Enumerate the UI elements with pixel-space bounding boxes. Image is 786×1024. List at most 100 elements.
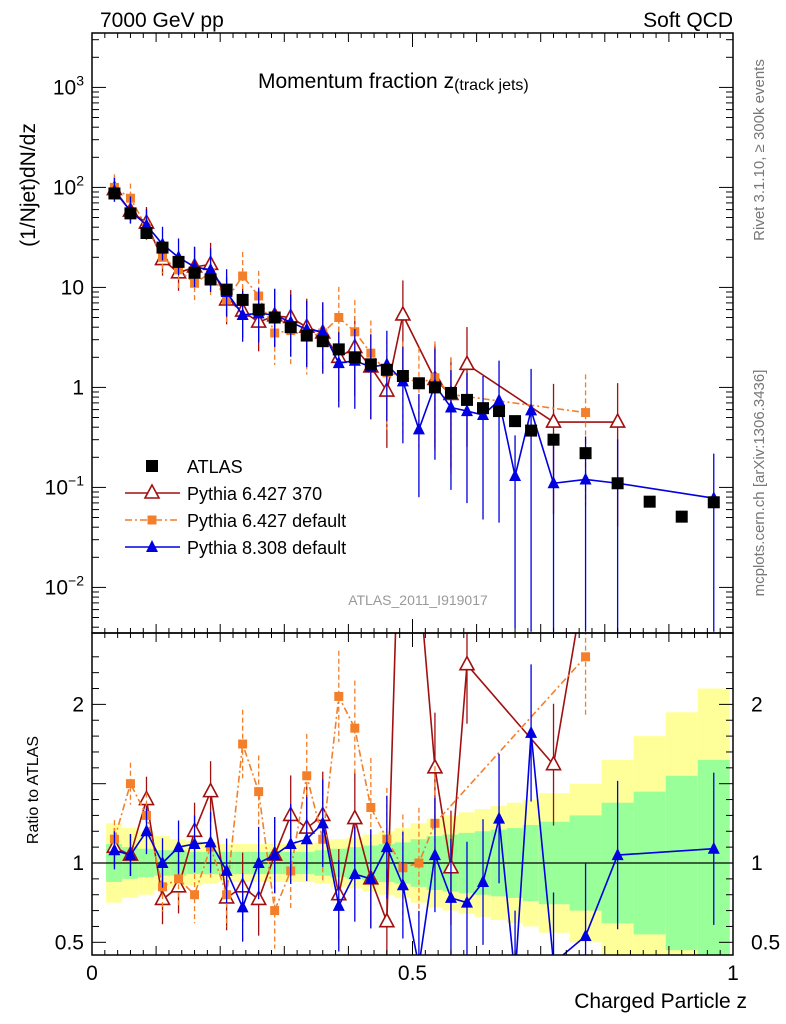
ratio-point (545, 754, 562, 771)
data-point (460, 393, 473, 406)
data-point (284, 321, 297, 334)
data-point (204, 273, 217, 286)
data-point (364, 358, 377, 371)
data-point (334, 313, 344, 323)
ratio-point (124, 848, 137, 861)
data-point (316, 324, 329, 337)
legend-label: Pythia 6.427 370 (187, 484, 322, 504)
main-y-axis-label: (1/Njet)dN/dz (17, 123, 40, 247)
ratio-point (396, 878, 409, 891)
data-point (579, 472, 592, 485)
data-point (545, 412, 562, 428)
y-tick-label: 102 (53, 172, 84, 199)
ratio-y-tick-label-right: 0.5 (751, 931, 780, 954)
legend-marker (146, 460, 158, 472)
ratio-y-tick-label: 0.5 (55, 931, 84, 954)
ratio-y-tick-label-right: 2 (751, 693, 763, 716)
data-point (493, 405, 506, 418)
ratio-point (579, 928, 592, 941)
ratio-point (302, 771, 312, 781)
ratio-point (428, 848, 441, 861)
data-point (477, 402, 490, 415)
ratio-line (113, 656, 587, 914)
x-tick-label: 1 (727, 962, 739, 985)
data-point (268, 311, 281, 324)
data-point (204, 262, 217, 275)
ratio-point (332, 898, 345, 911)
ratio-point (254, 787, 264, 797)
y-tick-label: 1 (72, 376, 84, 399)
ratio-point (611, 848, 624, 861)
ratio-y-tick-label-right: 1 (751, 852, 763, 875)
ratio-point (108, 843, 121, 856)
ratio-point (350, 723, 360, 733)
main-plot-title-main: Momentum fraction z (258, 70, 454, 93)
ratio-point (493, 811, 506, 824)
ratio-point (204, 835, 217, 848)
ratio-point (156, 856, 169, 868)
ratio-point (238, 739, 248, 749)
data-point (156, 241, 169, 254)
ratio-point (125, 779, 135, 789)
ratio-point (414, 858, 424, 868)
ratio-point (140, 824, 153, 837)
data-point (509, 469, 522, 482)
ratio-point (380, 840, 393, 853)
y-tick-label: 10−1 (45, 472, 85, 499)
data-point (493, 393, 506, 406)
header-right-label: Soft QCD (643, 9, 733, 32)
ratio-point (346, 808, 364, 825)
data-point (460, 404, 473, 417)
ratio-point (707, 841, 720, 854)
data-point (238, 271, 248, 281)
data-point (609, 412, 626, 428)
data-point (444, 386, 457, 399)
ratio-point (378, 912, 396, 928)
series-atlas (108, 187, 720, 523)
header-left-label: 7000 GeV pp (100, 9, 224, 32)
data-point (140, 227, 153, 239)
ratio-point (316, 816, 329, 829)
y-tick-label: 10 (61, 276, 84, 299)
data-point (547, 476, 560, 489)
ratio-point (458, 655, 476, 671)
data-point (611, 477, 624, 490)
series-line (113, 186, 586, 414)
ratio-point (364, 871, 377, 884)
ratio-point (190, 890, 200, 900)
ratio-y-tick-label: 2 (72, 693, 84, 716)
y-tick-label: 10−2 (45, 572, 85, 599)
data-point (380, 363, 393, 376)
data-point (509, 415, 522, 428)
series-pythia-6-427-default (109, 174, 591, 505)
ratio-point (509, 970, 521, 982)
ratio-point (220, 863, 233, 876)
ratio-point (202, 781, 219, 798)
ratio-y-axis-label: Ratio to ATLAS (25, 736, 42, 844)
x-tick-label: 0 (86, 962, 98, 985)
ratio-point (300, 832, 313, 845)
data-point (525, 424, 538, 437)
ratio-point (252, 856, 265, 868)
data-point (252, 303, 265, 316)
ratio-point (268, 848, 281, 861)
legend-label: Pythia 6.427 default (187, 511, 346, 531)
data-point (675, 510, 688, 523)
data-point (581, 408, 591, 418)
data-point (643, 495, 656, 508)
legend-label: Pythia 8.308 default (187, 538, 346, 558)
legend: ATLAS Pythia 6.427 370 Pythia 6.427 defaul… (125, 457, 346, 558)
data-point (394, 305, 412, 321)
ratio-point (236, 900, 249, 913)
legend-marker (147, 515, 157, 525)
main-plot-title-sub: (track jets) (454, 77, 529, 94)
series-line (113, 190, 714, 499)
ratio-point (188, 836, 201, 849)
data-point (525, 403, 538, 416)
series-pythia-8-308-default (108, 177, 720, 632)
main-plot-title: Momentum fraction z(track jets) (258, 70, 529, 94)
x-tick-label: 0.5 (398, 962, 427, 985)
data-point (412, 377, 425, 390)
data-point (428, 381, 441, 394)
data-point (300, 329, 313, 342)
